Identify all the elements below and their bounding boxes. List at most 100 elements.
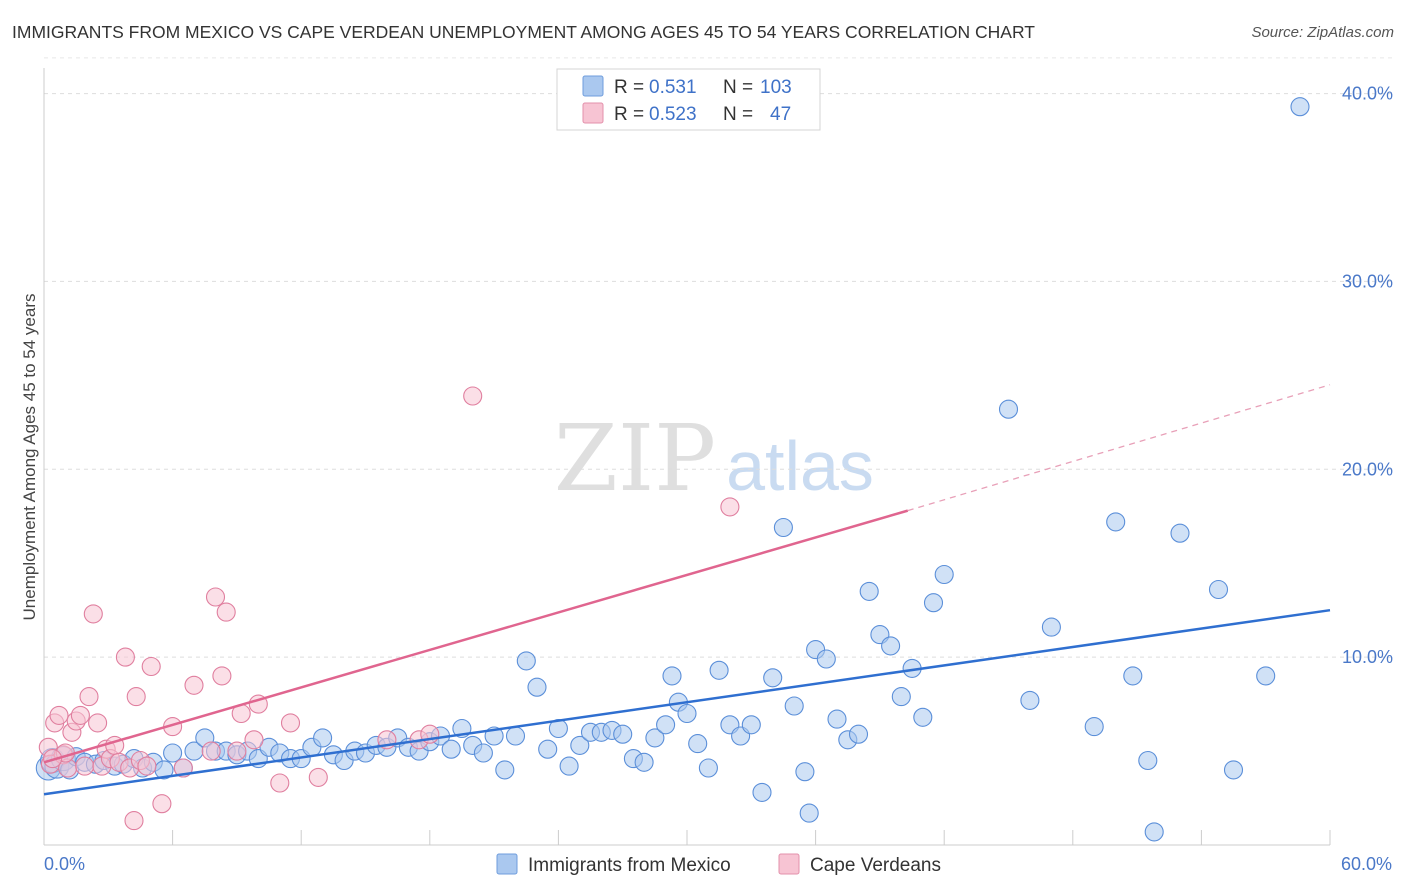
legend-r-label-1: R = [614,77,644,98]
mexico-trend-line [43,608,1331,796]
mexico-point [913,707,933,727]
y-axis-label: Unemployment Among Ages 45 to 54 years [20,294,39,621]
cape-verdean-point [88,713,108,733]
cape-verdean-point [184,675,204,695]
mexico-point [1144,822,1164,842]
legend-n-label-2: N = [723,104,753,125]
mexico-point [613,724,633,744]
mexico-point [505,726,526,746]
mexico-point [934,564,954,585]
cape-verdean-point [137,756,157,776]
cape-verdean-point [244,730,264,750]
mexico-point [859,581,879,601]
legend-swatch-mexico [582,75,604,97]
mexico-point [634,752,654,772]
mexico-point [827,709,847,729]
mexico-point [1041,617,1061,637]
mexico-point [527,677,547,697]
cape-verdean-point [308,767,328,787]
legend-n-label-1: N = [723,77,753,98]
series-cape-verdeans [38,386,740,831]
y-tick-label: 20.0% [1342,459,1393,479]
x-tick-label-min: 0.0% [44,854,85,874]
cape-verdean-trend-line-extension [907,384,1331,512]
bottom-legend-swatch-cape-verdean [778,853,800,875]
legend-r-value-2: 0.523 [649,104,697,125]
mexico-point [709,660,729,680]
legend-n-value-1: 103 [760,77,792,98]
mexico-point [763,668,783,688]
cape-verdean-point [270,773,290,793]
y-tick-label: 30.0% [1342,271,1393,291]
legend-n-value-2: 47 [770,104,791,125]
cape-verdean-point [83,604,103,624]
mexico-point [881,636,901,656]
cape-verdean-point [115,647,135,667]
mexico-point [923,593,944,613]
mexico-point [1084,717,1104,737]
mexico-point [891,687,911,707]
mexico-point [662,666,682,686]
mexico-point [441,739,461,759]
mexico-point [848,724,869,744]
x-tick-label-max: 60.0% [1341,854,1392,874]
y-tick-label: 10.0% [1342,647,1393,667]
watermark: ZIP atlas [554,405,874,512]
mexico-point [784,696,804,716]
cape-verdean-point [141,656,161,677]
mexico-point [473,743,493,763]
mexico-point [1138,750,1158,771]
mexico-point [1208,579,1229,600]
cape-verdean-point [212,666,232,686]
watermark-atlas: atlas [726,427,874,505]
bottom-legend-swatch-mexico [496,853,518,875]
x-tick-marks [172,830,1331,845]
mexico-point [773,517,793,538]
bottom-legend-label-cape-verdean: Cape Verdeans [810,855,941,876]
mexico-point [795,762,815,782]
cape-verdean-point [126,687,146,707]
mexico-point [1020,690,1040,710]
mexico-point [1256,666,1276,686]
cape-verdean-point [70,705,90,725]
mexico-point [799,803,819,823]
cape-verdean-point [205,587,226,607]
legend-swatch-cape-verdean [582,102,604,124]
mexico-point [645,728,665,748]
mexico-point [516,651,536,671]
mexico-point [559,756,579,776]
y-tick-labels: 10.0% 20.0% 30.0% 40.0% [1342,84,1393,668]
cape-verdean-point [124,811,144,831]
mexico-point [1290,97,1310,117]
mexico-point [570,735,590,755]
source-label: Source: ZipAtlas.com [1251,24,1394,41]
legend-r-value-1: 0.531 [649,77,697,98]
grid [44,57,1392,658]
watermark-zip: ZIP [554,405,716,512]
trend-lines [43,384,1331,796]
legend-r-label-2: R = [614,104,644,125]
cape-verdean-point [75,756,95,776]
mexico-point [163,743,183,763]
cape-verdean-point [201,741,221,761]
mexico-point [495,760,515,780]
mexico-point [313,728,333,748]
cape-verdean-point [152,794,172,814]
bottom-legend-label-mexico: Immigrants from Mexico [528,855,731,876]
cape-verdean-point [49,705,69,725]
cape-verdean-point [280,713,301,733]
mexico-point [998,399,1019,419]
cape-verdean-point [216,602,236,622]
chart-title: IMMIGRANTS FROM MEXICO VS CAPE VERDEAN U… [12,22,1035,42]
mexico-point [1223,760,1244,780]
mexico-point [816,649,836,669]
mexico-point [1170,523,1190,543]
cape-verdean-point [463,386,483,406]
mexico-point [698,758,718,778]
mexico-point [741,715,761,735]
cape-verdean-point [79,687,99,707]
mexico-point [752,782,772,802]
mexico-point [1123,666,1143,686]
cape-verdean-point [227,741,247,761]
